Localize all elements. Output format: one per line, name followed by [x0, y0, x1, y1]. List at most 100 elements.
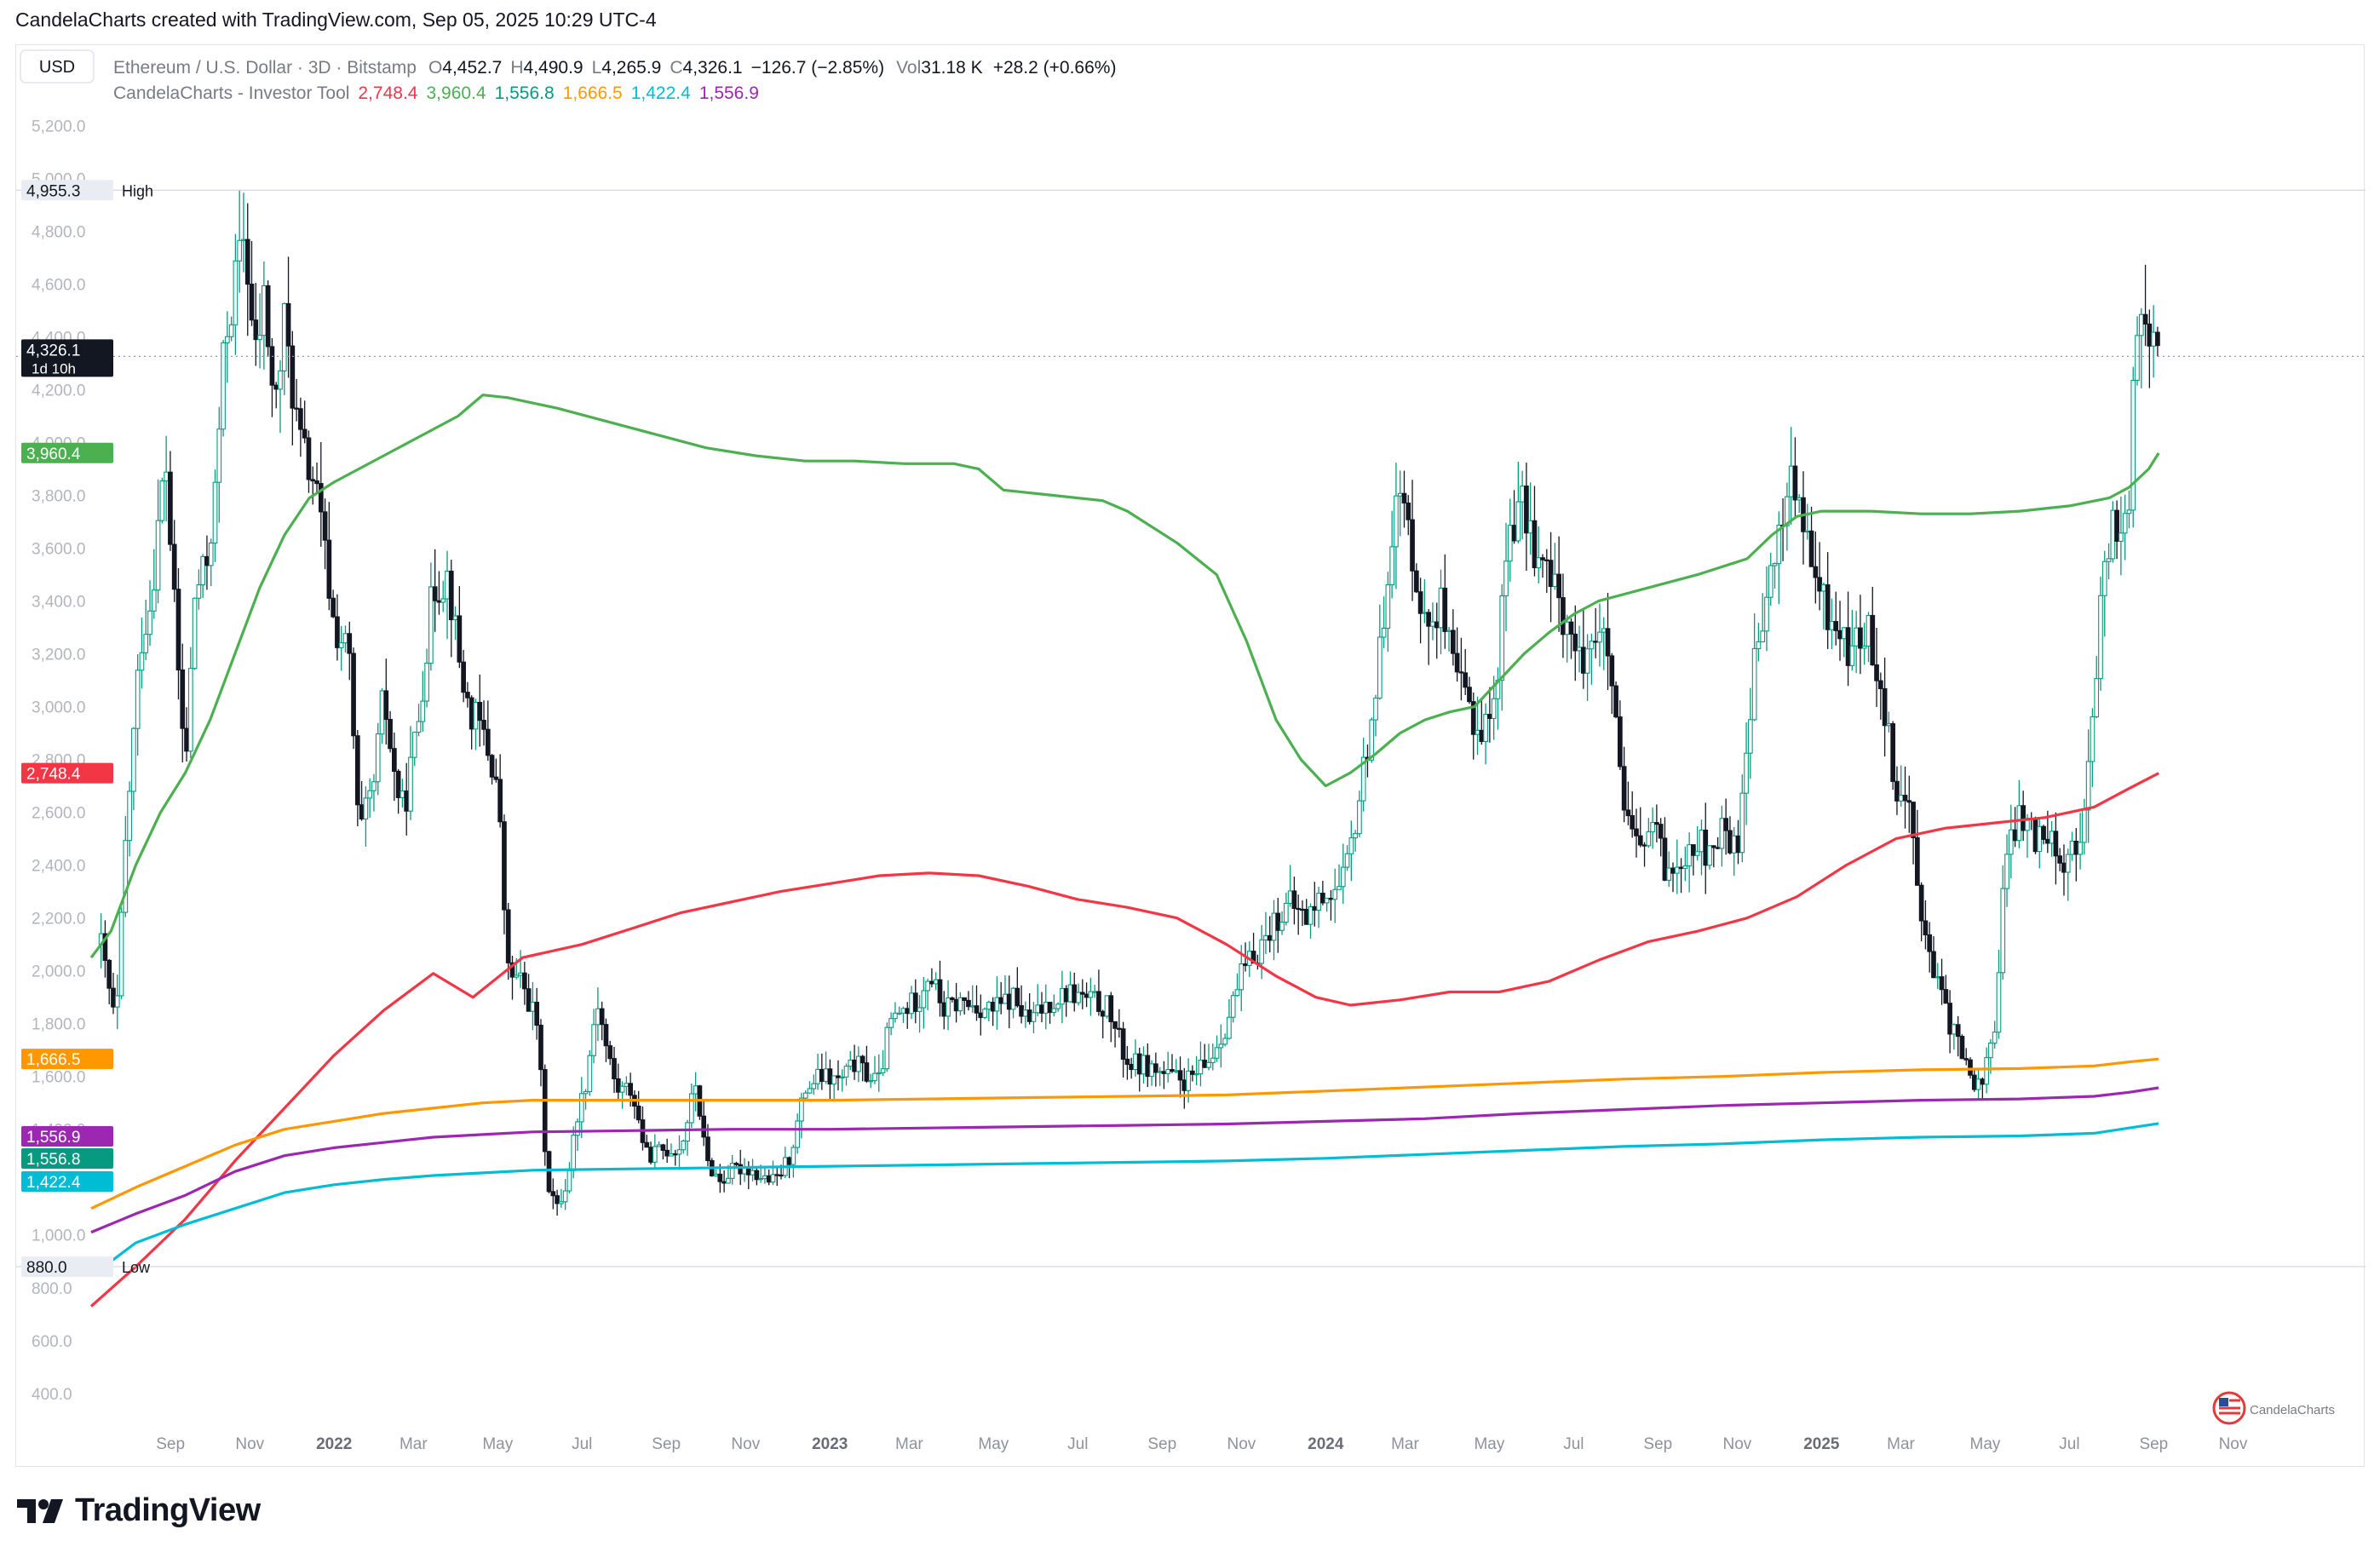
x-tick-label: Mar	[400, 1435, 428, 1453]
candle-body	[212, 481, 218, 544]
candle-body	[1630, 815, 1636, 830]
indicator-badge-bg	[21, 1049, 113, 1070]
candle-body	[941, 1002, 947, 1017]
candle-body	[2082, 809, 2087, 843]
candle-body	[428, 586, 434, 664]
candle-body	[587, 1055, 593, 1093]
x-tick-label: May	[482, 1435, 513, 1453]
candle-body	[1959, 1036, 1965, 1060]
candle-body	[2101, 561, 2107, 596]
candle-body	[1283, 902, 1289, 923]
candle-body	[921, 990, 927, 1009]
candle-body	[1063, 987, 1069, 1003]
candle-body	[1918, 884, 1924, 922]
candle-body	[1589, 641, 1595, 650]
candle-body	[1206, 1061, 1211, 1068]
candle-body	[1833, 621, 1839, 631]
low-badge-bg	[21, 1256, 113, 1277]
candle-body	[432, 586, 438, 601]
candle-body	[1785, 496, 1790, 526]
candle-body	[192, 597, 198, 670]
candle-body	[1808, 530, 1814, 567]
symbol-name: Ethereum / U.S. Dollar · 3D · Bitstamp	[113, 58, 417, 78]
vol-change: +28.2 (+0.66%)	[993, 58, 1117, 78]
candle-body	[1821, 584, 1826, 592]
tradingview-logo[interactable]: TradingView	[17, 1492, 261, 1529]
candle-body	[2032, 819, 2038, 853]
candle-body	[196, 584, 202, 599]
candle-body	[457, 615, 463, 663]
candle-body	[1332, 888, 1338, 900]
candle-body	[2078, 842, 2083, 855]
candle-body	[1198, 1060, 1204, 1075]
candle-body	[701, 1115, 707, 1138]
candle-body	[1360, 756, 1366, 802]
candle-body	[836, 1075, 841, 1078]
candle-body	[420, 700, 426, 722]
candle-body	[2037, 825, 2043, 853]
candle-body	[550, 1191, 556, 1197]
candle-body	[2041, 825, 2046, 840]
candle-body	[1483, 714, 1488, 742]
candle-body	[497, 779, 503, 823]
candle-body	[538, 1024, 543, 1071]
candle-body	[335, 616, 340, 648]
candle-body	[998, 997, 1004, 1004]
x-tick-label: 2022	[316, 1435, 352, 1453]
candle-body	[713, 1173, 719, 1176]
chart-pane[interactable]: 400.0600.0800.01,000.01,200.01,400.01,60…	[15, 44, 2366, 1468]
high-badge-bg	[21, 180, 113, 201]
candle-body	[281, 302, 287, 371]
candle-body	[111, 987, 116, 1008]
candle-body	[1906, 800, 1912, 803]
candle-body	[1047, 1002, 1053, 1014]
candle-body	[1129, 1063, 1135, 1071]
vol-value: 31.18 K	[921, 58, 982, 78]
price-chart[interactable]: 400.0600.0800.01,000.01,200.01,400.01,60…	[16, 45, 2366, 1468]
candle-body	[843, 1066, 849, 1078]
candle-body	[1764, 596, 1769, 632]
candle-body	[664, 1149, 670, 1157]
x-tick-label: May	[1474, 1435, 1504, 1453]
candle-body	[208, 542, 214, 566]
candle-body	[1527, 520, 1533, 534]
candle-body	[2147, 323, 2153, 347]
candle-body	[1227, 1016, 1232, 1039]
candle-body	[127, 790, 132, 842]
candle-body	[187, 668, 193, 752]
candle-body	[1915, 836, 1920, 886]
candle-body	[1837, 630, 1842, 640]
candle-body	[1470, 701, 1476, 735]
candle-body	[1902, 795, 1908, 802]
candle-body	[823, 1068, 829, 1082]
candle-body	[603, 1024, 609, 1047]
candle-body	[1654, 822, 1659, 825]
candle-body	[1792, 465, 1798, 501]
candle-body	[1136, 1053, 1142, 1075]
candle-body	[1552, 573, 1558, 588]
candle-body	[1279, 922, 1285, 931]
indicator-badge: 1,556.8	[26, 1151, 80, 1169]
candle-body	[571, 1135, 577, 1171]
indicator-badge-bg	[21, 442, 113, 463]
candle-body	[1544, 559, 1549, 561]
ohlc-value: 4,452.7	[442, 58, 502, 78]
y-tick-label: 4,800.0	[32, 223, 85, 241]
candle-body	[982, 1009, 987, 1019]
watermark-text: CandelaCharts	[2250, 1403, 2335, 1417]
candle-body	[1296, 907, 1302, 911]
y-tick-label: 600.0	[32, 1333, 72, 1351]
candle-body	[1947, 1003, 1952, 1035]
candle-body	[204, 555, 210, 566]
candle-body	[1984, 1057, 1989, 1085]
candle-body	[502, 821, 507, 911]
candle-body	[1438, 587, 1444, 629]
candle-body	[949, 997, 955, 1000]
candle-body	[1019, 1005, 1024, 1017]
candle-body	[1072, 984, 1078, 1003]
candle-body	[1584, 648, 1590, 674]
x-tick-label: Nov	[235, 1435, 264, 1453]
candle-body	[599, 1008, 605, 1026]
candle-body	[388, 718, 393, 750]
candles-layer	[98, 189, 2160, 1216]
